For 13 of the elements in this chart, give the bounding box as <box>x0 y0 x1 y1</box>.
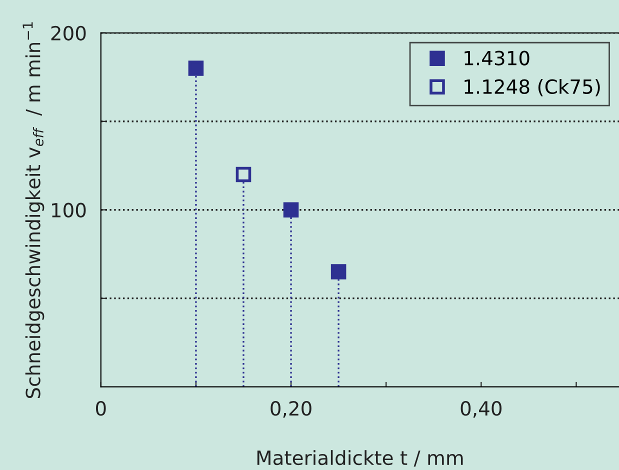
point <box>236 166 252 182</box>
x-tick-label: 0 <box>96 401 106 416</box>
point <box>283 202 299 218</box>
point <box>330 264 346 280</box>
legend-label: 1.4310 <box>464 50 530 66</box>
x-tick-label: 0,40 <box>460 401 502 418</box>
y-axis-title: Schneidgeschwindigkeit v$_{eff}$ / m min$^{−1}$ <box>22 22 44 398</box>
point <box>188 60 204 76</box>
x-tick-label: 0,20 <box>270 401 312 418</box>
y-tick-label: 100 <box>52 202 86 218</box>
legend-label: 1.1248 (Ck75) <box>464 78 600 96</box>
y-tick-label: 200 <box>51 26 86 41</box>
x-axis-title: Materialdickte t / mm <box>257 450 463 467</box>
